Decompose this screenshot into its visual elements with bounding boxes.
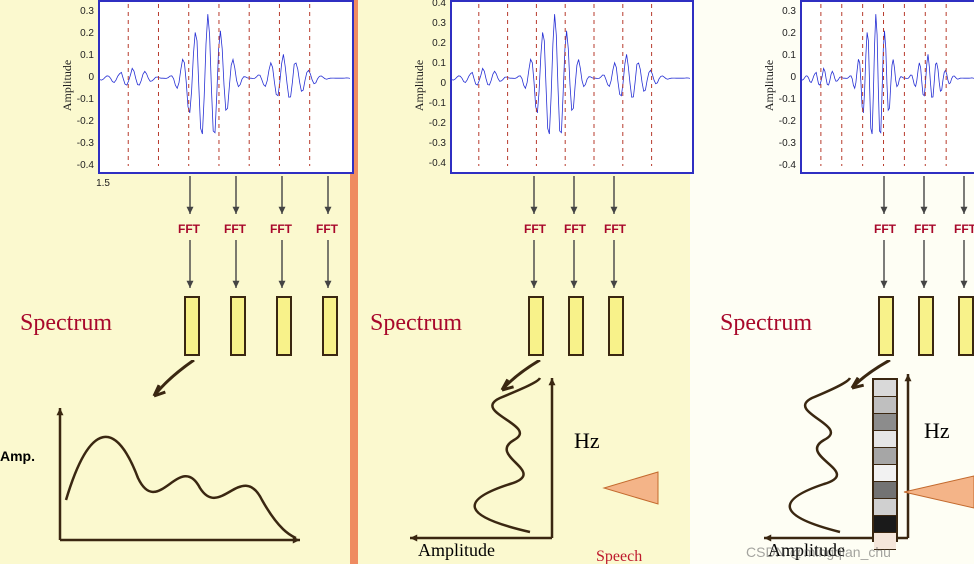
- fft-label: FFT: [178, 222, 200, 236]
- spectrum-bar: [276, 296, 292, 356]
- spectrum-label-3: Spectrum: [720, 310, 812, 337]
- spectrum-bar: [918, 296, 934, 356]
- spectrum-curve-2: [390, 360, 660, 564]
- watermark: CSDN @mingqian_chu: [746, 544, 891, 560]
- spectrogram-cell: [874, 431, 896, 448]
- hz-label-3: Hz: [924, 418, 950, 444]
- spectrum-bar: [958, 296, 974, 356]
- spectrogram-cell: [874, 380, 896, 397]
- spectrum-bar: [568, 296, 584, 356]
- amp-short-label: Amp.: [0, 448, 35, 464]
- hz-label-2: Hz: [574, 428, 600, 454]
- fft-label: FFT: [604, 222, 626, 236]
- fft-label: FFT: [270, 222, 292, 236]
- spectrogram-cell: [874, 482, 896, 499]
- spectrum-bar: [230, 296, 246, 356]
- spectrum-bar: [184, 296, 200, 356]
- spectrum-label-1: Spectrum: [20, 310, 112, 337]
- spectrum-bar: [528, 296, 544, 356]
- spectrogram-column: [872, 378, 898, 542]
- spectrum-label-2: Spectrum: [370, 310, 462, 337]
- spectrogram-cell: [874, 465, 896, 482]
- spectrum-bar: [608, 296, 624, 356]
- spectrum-curve-3: [740, 360, 974, 564]
- spectrum-curve-1: [30, 360, 330, 560]
- speech-label: Speech: [596, 548, 642, 564]
- spectrogram-cell: [874, 397, 896, 414]
- fft-label: FFT: [954, 222, 974, 236]
- amplitude-label-2: Amplitude: [418, 540, 495, 561]
- fft-label: FFT: [524, 222, 546, 236]
- diagram-stage: Amplitude 0.3 0.2 0.1 0 -0.1 -0.2 -0.3 -…: [0, 0, 974, 564]
- spectrogram-cell: [874, 499, 896, 516]
- fft-label: FFT: [224, 222, 246, 236]
- fft-label: FFT: [914, 222, 936, 236]
- fft-label: FFT: [316, 222, 338, 236]
- spectrogram-cell: [874, 516, 896, 533]
- fft-label: FFT: [874, 222, 896, 236]
- fft-label: FFT: [564, 222, 586, 236]
- spectrum-bar: [878, 296, 894, 356]
- spectrogram-cell: [874, 414, 896, 431]
- spectrum-bar: [322, 296, 338, 356]
- spectrogram-cell: [874, 448, 896, 465]
